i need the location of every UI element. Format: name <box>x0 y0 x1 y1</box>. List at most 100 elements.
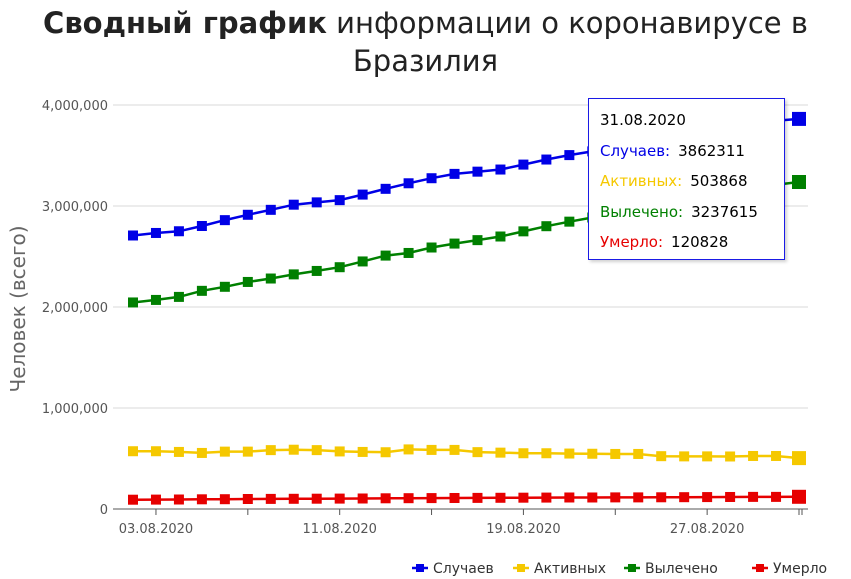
data-point <box>173 226 184 237</box>
data-point <box>196 447 207 458</box>
y-tick-label: 2,000,000 <box>42 301 108 316</box>
tooltip-label-deaths: Умерло: <box>600 233 664 251</box>
data-point <box>702 492 713 503</box>
data-point <box>380 183 391 194</box>
data-point <box>792 451 806 466</box>
data-point <box>219 446 230 457</box>
data-point <box>633 448 644 459</box>
data-point <box>242 494 253 505</box>
data-point <box>265 273 276 284</box>
data-point <box>449 492 460 503</box>
data-point <box>564 150 575 161</box>
y-tick-label: 0 <box>100 503 108 518</box>
data-point <box>265 445 276 456</box>
data-point <box>288 493 299 504</box>
data-point <box>472 235 483 246</box>
legend-marker <box>416 564 424 572</box>
legend-label: Умерло <box>773 561 827 577</box>
legend-label: Активных <box>534 561 606 577</box>
legend-marker <box>628 564 636 572</box>
chart-title-rest: информации о коронавирусе в Бразилия <box>326 6 808 78</box>
data-point <box>564 216 575 227</box>
data-point <box>173 494 184 505</box>
data-point <box>725 451 736 462</box>
data-point <box>426 242 437 253</box>
data-point <box>403 178 414 189</box>
data-point <box>472 447 483 458</box>
data-point <box>426 173 437 184</box>
chart-title-bold: Сводный график <box>43 6 327 40</box>
data-point <box>472 166 483 177</box>
tooltip-row-recovered: Вылечено: 3237615 <box>600 203 784 234</box>
data-point <box>196 220 207 231</box>
data-point <box>426 493 437 504</box>
data-point <box>679 492 690 503</box>
data-point <box>656 451 667 462</box>
data-point <box>128 494 138 505</box>
legend-label: Вылечено <box>645 561 718 577</box>
tooltip-value-cases: 3862311 <box>678 141 745 160</box>
data-point <box>541 448 552 459</box>
data-point <box>173 446 184 457</box>
data-point <box>449 168 460 179</box>
data-point <box>702 451 713 462</box>
data-point <box>771 450 782 461</box>
data-point <box>725 491 736 502</box>
data-point <box>288 269 299 280</box>
data-point <box>610 492 621 503</box>
data-point <box>128 446 138 457</box>
data-point <box>495 492 506 503</box>
data-point <box>150 294 161 305</box>
data-point <box>311 493 322 504</box>
data-point <box>656 492 667 503</box>
data-point <box>564 448 575 459</box>
data-point <box>495 447 506 458</box>
data-point <box>357 189 368 200</box>
data-point <box>128 297 138 308</box>
data-point <box>242 209 253 220</box>
data-point <box>748 450 759 461</box>
x-tick-label: 19.08.2020 <box>486 522 560 537</box>
data-point <box>380 250 391 261</box>
hover-tooltip: 31.08.2020 Случаев: 3862311 Активных: 5038… <box>588 98 785 260</box>
data-point <box>242 446 253 457</box>
data-point <box>357 493 368 504</box>
data-point <box>679 451 690 462</box>
data-point <box>518 492 529 503</box>
data-point <box>610 448 621 459</box>
data-point <box>587 448 598 459</box>
chart-title: Сводный график информации о коронавирусе… <box>0 4 851 80</box>
tooltip-value-recovered: 3237615 <box>691 202 758 221</box>
data-point <box>792 175 806 190</box>
data-point <box>357 256 368 267</box>
data-point <box>150 227 161 238</box>
data-point <box>219 215 230 226</box>
data-point <box>449 444 460 455</box>
tooltip-label-recovered: Вылечено: <box>600 202 684 221</box>
x-tick-label: 27.08.2020 <box>670 522 744 537</box>
data-point <box>449 238 460 249</box>
data-point <box>173 291 184 302</box>
data-point <box>541 492 552 503</box>
data-point <box>495 231 506 242</box>
data-point <box>196 494 207 505</box>
data-point <box>334 493 345 504</box>
data-point <box>219 281 230 292</box>
data-point <box>541 221 552 232</box>
data-point <box>518 159 529 170</box>
data-point <box>265 493 276 504</box>
series-line <box>133 448 800 460</box>
data-point <box>334 262 345 273</box>
data-point <box>518 226 529 237</box>
data-point <box>518 448 529 459</box>
tooltip-date-row: 31.08.2020 <box>600 111 784 142</box>
data-point <box>334 446 345 457</box>
tooltip-date: 31.08.2020 <box>600 111 686 129</box>
data-point <box>242 276 253 287</box>
tooltip-row-deaths: Умерло: 120828 <box>600 233 784 264</box>
series-line <box>132 495 800 501</box>
tooltip-row-cases: Случаев: 3862311 <box>600 142 784 173</box>
y-tick-label: 4,000,000 <box>42 99 108 114</box>
